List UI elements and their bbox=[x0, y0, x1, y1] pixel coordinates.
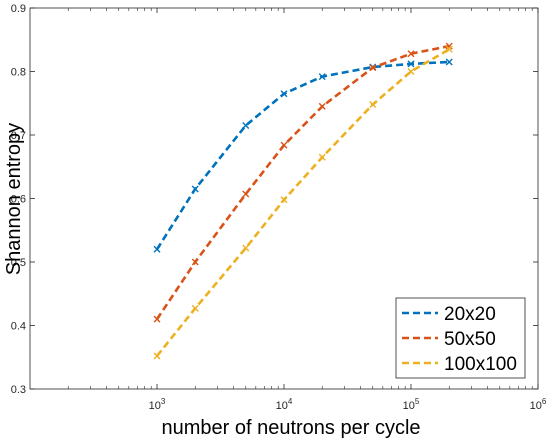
x-tick-label: 106 bbox=[530, 397, 547, 412]
y-axis-title: Shannon entropy bbox=[3, 123, 25, 275]
point-marker bbox=[280, 141, 288, 149]
point-marker bbox=[191, 304, 199, 312]
point-marker bbox=[369, 64, 377, 72]
legend-label: 20x20 bbox=[444, 304, 496, 325]
data-point bbox=[318, 73, 326, 81]
data-point bbox=[153, 245, 161, 253]
point-marker bbox=[280, 90, 288, 98]
data-point bbox=[280, 196, 288, 204]
data-point bbox=[280, 90, 288, 98]
point-marker bbox=[153, 352, 161, 360]
point-marker bbox=[407, 50, 415, 58]
point-marker bbox=[242, 244, 250, 252]
data-point bbox=[407, 60, 415, 68]
point-marker bbox=[191, 185, 199, 193]
tick-labels: 0.3 0.4 0.5 0.6 0.7 0.8 0.9 103 104 105 106 bbox=[11, 3, 547, 412]
data-point bbox=[153, 352, 161, 360]
data-point bbox=[318, 102, 326, 110]
point-marker bbox=[318, 102, 326, 110]
point-marker bbox=[153, 245, 161, 253]
point-marker bbox=[445, 58, 453, 66]
point-marker bbox=[242, 121, 250, 129]
point-marker bbox=[242, 190, 250, 198]
series-100x100 bbox=[153, 45, 453, 360]
series-line bbox=[155, 44, 450, 320]
series-lines bbox=[153, 42, 453, 360]
y-tick-label: 0.3 bbox=[11, 384, 26, 396]
x-tick-label: 104 bbox=[276, 397, 293, 412]
series-line bbox=[155, 60, 450, 250]
point-marker bbox=[318, 73, 326, 81]
x-tick-label: 103 bbox=[149, 397, 166, 412]
y-tick-label: 0.6 bbox=[11, 194, 26, 206]
data-point bbox=[242, 190, 250, 198]
data-point bbox=[242, 244, 250, 252]
series-20x20 bbox=[153, 58, 453, 253]
y-tick-label: 0.5 bbox=[11, 257, 26, 269]
data-point bbox=[280, 141, 288, 149]
legend-label: 50x50 bbox=[444, 329, 496, 350]
data-point bbox=[445, 58, 453, 66]
data-point bbox=[153, 315, 161, 323]
data-point bbox=[191, 258, 199, 266]
legend-label: 100x100 bbox=[444, 354, 517, 375]
data-point bbox=[191, 304, 199, 312]
data-point bbox=[242, 121, 250, 129]
axes bbox=[29, 7, 539, 390]
point-marker bbox=[407, 60, 415, 68]
data-point bbox=[445, 45, 453, 53]
point-marker bbox=[153, 315, 161, 323]
x-tick-label: 105 bbox=[403, 397, 420, 412]
legend: 20x20 50x50 100x100 bbox=[395, 297, 526, 379]
y-tick-label: 0.9 bbox=[11, 3, 26, 15]
point-marker bbox=[407, 68, 415, 75]
y-tick-label: 0.4 bbox=[11, 321, 26, 333]
point-marker bbox=[445, 45, 453, 53]
y-tick-label: 0.8 bbox=[11, 67, 26, 79]
data-point bbox=[369, 101, 377, 109]
point-marker bbox=[318, 153, 326, 161]
data-point bbox=[191, 185, 199, 193]
point-marker bbox=[280, 196, 288, 204]
x-axis-title: number of neutrons per cycle bbox=[161, 417, 420, 439]
y-tick-label: 0.7 bbox=[11, 130, 26, 142]
point-marker bbox=[191, 258, 199, 266]
point-marker bbox=[369, 101, 377, 109]
data-point bbox=[407, 50, 415, 58]
data-point bbox=[407, 68, 415, 75]
data-point bbox=[369, 64, 377, 72]
data-point bbox=[318, 153, 326, 161]
